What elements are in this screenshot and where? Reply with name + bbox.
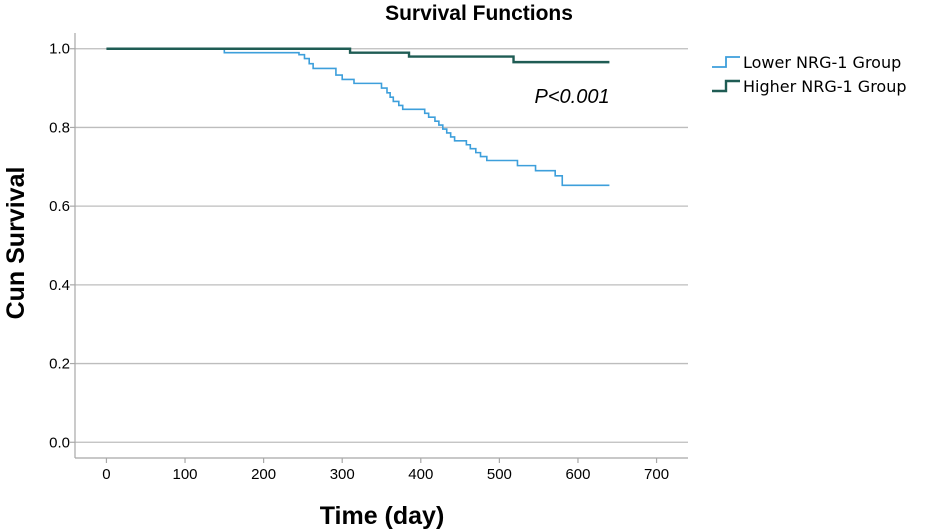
y-tick-label: 0.6 — [49, 198, 70, 215]
legend-label-higher-nrg1: Higher NRG-1 Group — [743, 77, 907, 96]
x-tick-labels: 0 100 200 300 400 500 600 700 — [102, 458, 669, 483]
series-line-lower-nrg1 — [106, 47, 610, 187]
legend: Lower NRG-1 Group Higher NRG-1 Group — [712, 53, 907, 96]
y-tick-label: 0.8 — [49, 119, 70, 136]
p-value-annotation: P<0.001 — [535, 86, 610, 108]
x-tick-label: 500 — [487, 466, 512, 483]
axes — [74, 33, 688, 459]
legend-label-lower-nrg1: Lower NRG-1 Group — [743, 53, 901, 72]
plot-series — [106, 47, 610, 187]
legend-swatch-lower-nrg1 — [712, 56, 740, 68]
y-tick-labels: 0.0 0.2 0.4 0.6 0.8 1.0 — [49, 41, 75, 451]
x-tick-label: 200 — [251, 466, 276, 483]
x-tick-label: 100 — [173, 466, 198, 483]
y-tick-label: 0.0 — [49, 434, 70, 451]
y-axis-title: Cun Survival — [2, 167, 30, 320]
y-tick-label: 0.4 — [49, 277, 70, 294]
x-tick-label: 700 — [644, 466, 669, 483]
series-line-higher-nrg1 — [106, 47, 610, 64]
x-tick-label: 0 — [102, 466, 110, 483]
y-tick-label: 0.2 — [49, 356, 70, 373]
x-axis-title: Time (day) — [320, 502, 445, 529]
x-tick-label: 600 — [565, 466, 590, 483]
chart-title: Survival Functions — [385, 2, 573, 25]
x-tick-label: 400 — [408, 466, 433, 483]
legend-swatch-higher-nrg1 — [712, 79, 740, 93]
x-tick-label: 300 — [330, 466, 355, 483]
y-tick-label: 1.0 — [49, 41, 70, 58]
